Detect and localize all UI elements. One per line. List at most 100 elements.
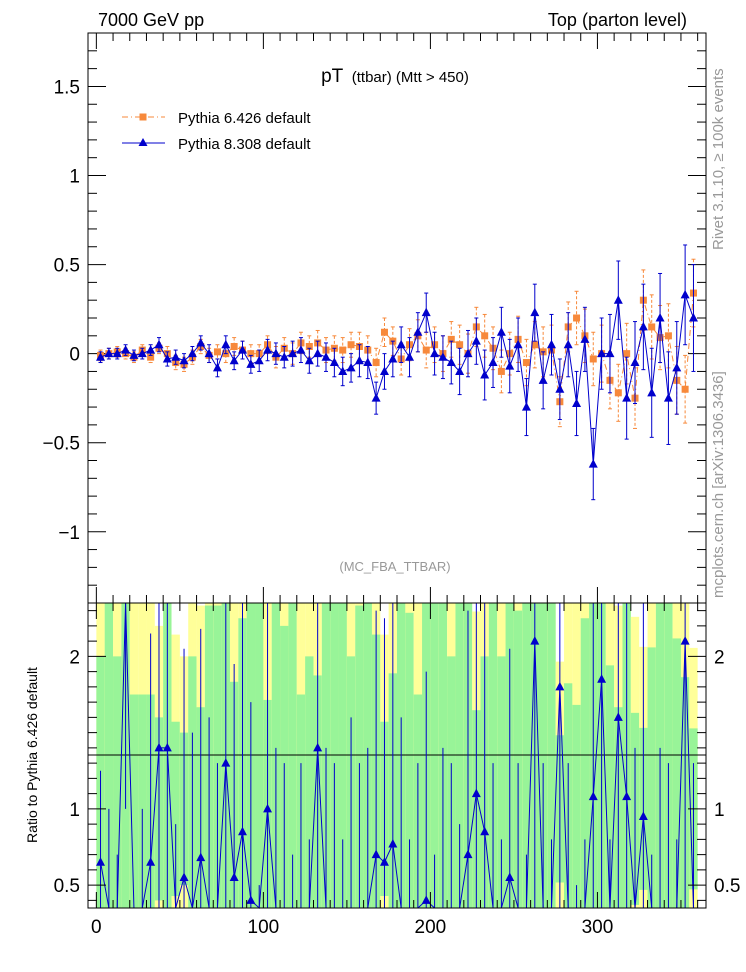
pythia8-point: [538, 375, 548, 384]
pythia6-point: [372, 359, 380, 367]
ratio-band-green: [213, 605, 222, 908]
main-ytick-labels: −1 −0.5 0 0.5 1 1.5: [42, 77, 80, 543]
rivet-version-label: Rivet 3.1.10, ≥ 100k events: [710, 68, 727, 250]
ratio-panel: 0.5 0.5 1 1 2 2 0 100 200 300 Ratio to Pythia 6.…: [24, 602, 741, 938]
pythia6-point: [531, 341, 539, 349]
ratio-point: [480, 826, 490, 836]
pythia8-point: [204, 348, 214, 358]
ratio-xtick-label: 200: [415, 917, 447, 938]
pythia8-point: [438, 352, 448, 361]
pythia8-point: [388, 353, 398, 363]
pythia8-point: [196, 337, 206, 347]
pythia6-point: [589, 355, 597, 363]
pythia8-point: [488, 357, 498, 367]
ratio-point: [238, 826, 247, 836]
main-title: pT (ttbar) (Mtt > 450): [321, 66, 469, 87]
main-panel: −1 −0.5 0 0.5 1 1.5 pT (ttbar) (Mtt > 450) Py…: [42, 32, 707, 604]
ratio-point: [196, 852, 206, 862]
ratio-point: [421, 895, 431, 904]
pythia6-point: [664, 332, 672, 340]
pythia6-point: [380, 328, 388, 336]
pythia6-point: [213, 348, 221, 356]
ratio-band-green: [580, 618, 590, 908]
pythia8-point: [354, 355, 364, 365]
pythia8-point: [672, 362, 682, 372]
ratio-band-green: [405, 612, 414, 908]
pythia8-point: [346, 362, 356, 372]
main-ytick-label: 0: [69, 345, 80, 366]
ratio-band-green: [647, 647, 656, 908]
ratio-point: [555, 681, 565, 691]
ratio-band-green: [513, 610, 523, 908]
pythia8-point: [212, 362, 222, 372]
legend-marker-pythia6: [139, 113, 147, 121]
ratio-point: [263, 803, 273, 813]
pythia6-point: [623, 350, 631, 358]
pythia8-point: [304, 355, 314, 365]
ratio-point: [588, 791, 598, 801]
pythia8-point: [405, 352, 415, 361]
mcplots-label: mcplots.cern.ch [arXiv:1306.3436]: [710, 371, 727, 598]
ratio-line: [100, 602, 694, 910]
ratio-ytick-label-right: 2: [714, 647, 725, 668]
pythia6-point: [422, 346, 430, 354]
pythia8-point: [505, 361, 515, 370]
ratio-point: [622, 791, 632, 801]
pythia8-point: [463, 348, 473, 358]
ratio-point: [379, 857, 389, 866]
pythia8-point: [379, 366, 389, 375]
pythia8-point: [288, 348, 298, 358]
pythia8-point: [363, 357, 373, 367]
legend-item-pythia8: Pythia 8.308 default: [122, 136, 311, 153]
pythia8-point: [680, 289, 690, 299]
pythia8-point: [187, 348, 197, 358]
pythia8-point: [329, 357, 339, 367]
ratio-xtick-label: 100: [248, 917, 280, 938]
pythia8-point: [430, 348, 440, 358]
ratio-xtick-label: 0: [91, 917, 102, 938]
ratio-ytick-labels: 0.5 0.5 1 1 2 2: [54, 647, 741, 897]
main-ytick-label: 1.5: [54, 77, 80, 98]
ratio-point: [246, 895, 256, 904]
pythia8-point: [480, 370, 490, 379]
ratio-point: [371, 849, 381, 859]
pythia8-point: [530, 307, 540, 317]
pythia8-point: [663, 393, 673, 402]
pythia8-point: [521, 402, 531, 411]
ratio-band-green: [672, 638, 681, 908]
pythia8-point: [313, 348, 323, 358]
pythia8-point: [597, 348, 607, 358]
pythia8-point: [513, 339, 523, 349]
pythia8-point: [321, 352, 331, 361]
pythia8-point: [162, 353, 172, 363]
main-ytick-label: 0.5: [54, 256, 80, 277]
pythia8-point: [588, 459, 598, 468]
ratio-band-green: [497, 656, 506, 908]
pythia8-point: [338, 366, 348, 375]
legend-marker-pythia8: [138, 138, 148, 146]
pythia8-point: [146, 345, 156, 354]
legend-label-pythia8: Pythia 8.308 default: [178, 136, 311, 153]
pythia6-point: [456, 341, 464, 349]
pythia6-point: [147, 353, 155, 361]
main-ytick-label: −0.5: [42, 434, 80, 455]
main-ytick-label: 1: [69, 167, 80, 188]
pythia6-point: [614, 389, 622, 397]
pythia8-point: [396, 339, 406, 349]
legend-label-pythia6: Pythia 6.426 default: [178, 110, 311, 127]
pythia6-point: [347, 341, 355, 349]
ratio-point: [179, 872, 189, 881]
pythia8-point: [246, 359, 256, 368]
ratio-point: [154, 742, 164, 752]
ratio-ytick-label-left: 1: [69, 800, 80, 821]
pythia8-point: [271, 348, 281, 358]
analysis-watermark: (MC_FBA_TTBAR): [339, 559, 450, 574]
ratio-point: [597, 674, 607, 683]
pythia8-series: [96, 244, 698, 501]
pythia8-point: [655, 313, 665, 322]
pythia6-point: [247, 350, 255, 358]
ratio-point: [96, 857, 106, 866]
ratio-xtick-labels: 0 100 200 300: [91, 917, 613, 938]
ratio-axis-ticks: [88, 603, 706, 908]
ratio-band-green: [129, 694, 139, 908]
